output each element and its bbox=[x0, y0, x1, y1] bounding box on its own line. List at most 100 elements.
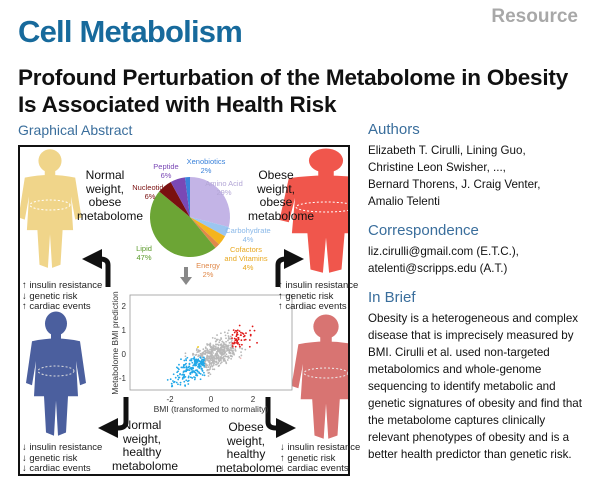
title-line: Is Associated with Health Risk bbox=[18, 92, 337, 117]
scatter-point bbox=[235, 342, 237, 344]
scatter-point bbox=[232, 352, 235, 355]
scatter-point bbox=[212, 360, 215, 363]
scatter-point bbox=[201, 374, 204, 376]
scatter-point bbox=[240, 343, 243, 346]
scatter-point bbox=[196, 359, 199, 361]
scatter-point bbox=[245, 332, 247, 335]
scatter-point bbox=[217, 365, 220, 367]
pie-label: Carbohydrate bbox=[225, 226, 270, 235]
scatter-point bbox=[166, 379, 169, 381]
scatter-point bbox=[187, 369, 190, 371]
scatter-point bbox=[203, 374, 206, 377]
scatter-point bbox=[219, 362, 222, 365]
scatter-point bbox=[198, 363, 201, 365]
authors-section: Authors Elizabeth T. Cirulli, Lining Guo… bbox=[368, 121, 600, 210]
scatter-point bbox=[238, 324, 241, 327]
scatter-point bbox=[240, 334, 242, 337]
scatter-point bbox=[223, 359, 226, 361]
scatter-point bbox=[219, 348, 222, 350]
article-type: Resource bbox=[491, 6, 578, 27]
scatter-point bbox=[223, 349, 226, 352]
pie-pct: 4% bbox=[243, 235, 254, 244]
scatter-point bbox=[211, 346, 214, 349]
pie-pct: 6% bbox=[145, 192, 156, 201]
authors-line: Christine Leon Swisher, ..., bbox=[368, 161, 506, 174]
scatter-point bbox=[176, 371, 179, 374]
scatter-point bbox=[206, 369, 209, 372]
pie-pct: 6% bbox=[161, 171, 172, 180]
scatter-point bbox=[211, 357, 214, 360]
label-line: metabolome bbox=[248, 208, 315, 223]
scatter-point bbox=[183, 359, 186, 362]
scatter-point bbox=[240, 354, 243, 357]
scatter-point bbox=[243, 339, 246, 341]
scatter-point bbox=[209, 365, 212, 368]
scatter-point bbox=[228, 352, 231, 355]
waist-marker bbox=[303, 367, 348, 379]
pie-labels: Xenobiotics 2% Peptide 6% Nucleotide 6% … bbox=[132, 157, 270, 279]
label-line: Normal bbox=[85, 168, 125, 182]
scatter-point bbox=[185, 366, 188, 369]
scatter-point bbox=[231, 339, 233, 341]
scatter-point bbox=[234, 349, 237, 352]
scatter-point bbox=[220, 350, 222, 353]
label-line: metabolome bbox=[112, 458, 179, 473]
scatter-point bbox=[217, 357, 219, 360]
scatter-point bbox=[216, 338, 219, 341]
graphical-abstract-heading: Graphical Abstract bbox=[18, 122, 133, 138]
x-tick: -2 bbox=[166, 395, 174, 404]
label-obese-weight-healthy-metabolome: Obese weight, healthy metabolome bbox=[216, 420, 282, 475]
scatter-point bbox=[198, 371, 200, 374]
in-brief-line: the metabolome captures clinically bbox=[368, 414, 546, 427]
pie-slice-amino-acid bbox=[190, 177, 230, 227]
scatter-point bbox=[234, 339, 237, 342]
authors-line: Bernard Thorens, J. Craig Venter, bbox=[368, 178, 541, 191]
scatter-point bbox=[224, 334, 227, 337]
scatter-point bbox=[230, 346, 233, 349]
scatter-point bbox=[180, 358, 182, 361]
correspondence-email[interactable]: atelenti@scripps.edu (A.T.) bbox=[368, 262, 508, 275]
scatter-point bbox=[214, 357, 216, 360]
scatter-point bbox=[224, 355, 227, 358]
in-brief-line: better health predictor than genetic ris… bbox=[368, 448, 572, 461]
scatter-point bbox=[214, 346, 217, 348]
scatter-point bbox=[223, 343, 225, 346]
risks-bottom-right: ↓ insulin resistance ↑ genetic risk ↓ card… bbox=[280, 442, 360, 475]
pie-label: Lipid bbox=[136, 244, 152, 253]
scatter-point bbox=[216, 334, 218, 336]
in-brief-line: BMI. Cirulli et al. used non-targeted bbox=[368, 346, 550, 359]
scatter-point bbox=[225, 340, 228, 343]
scatter-point bbox=[233, 331, 236, 334]
scatter-point bbox=[175, 366, 178, 369]
scatter-point bbox=[225, 353, 228, 356]
scatter-point bbox=[198, 365, 201, 368]
scatter-point bbox=[201, 362, 204, 365]
scatter-point bbox=[209, 357, 211, 360]
label-line: weight, bbox=[226, 433, 266, 448]
scatter-point bbox=[194, 364, 197, 367]
risk-item: ↑ genetic risk bbox=[278, 290, 334, 302]
scatter-point bbox=[194, 359, 197, 361]
scatter-point bbox=[244, 348, 247, 351]
scatter-point bbox=[227, 329, 230, 332]
scatter-point bbox=[183, 380, 186, 383]
scatter-point bbox=[230, 357, 233, 360]
scatter-point bbox=[202, 348, 205, 351]
curved-arrow-icon bbox=[275, 249, 304, 287]
scatter-point bbox=[203, 371, 205, 374]
scatter-point bbox=[208, 360, 211, 363]
scatter-point bbox=[208, 362, 211, 365]
scatter-point bbox=[220, 361, 223, 363]
scatter-point bbox=[207, 357, 209, 360]
scatter-point bbox=[205, 351, 208, 354]
scatter-point bbox=[191, 377, 194, 379]
scatter-point bbox=[214, 340, 217, 343]
scatter-point bbox=[240, 339, 243, 342]
scatter-point bbox=[170, 382, 173, 385]
scatter-point bbox=[214, 337, 216, 340]
risk-item: ↑ insulin resistance bbox=[22, 280, 103, 291]
correspondence-email[interactable]: liz.cirulli@gmail.com (E.T.C.), bbox=[368, 245, 519, 258]
scatter-point bbox=[182, 373, 185, 376]
scatter-point bbox=[201, 370, 204, 372]
scatter-point bbox=[236, 331, 239, 334]
